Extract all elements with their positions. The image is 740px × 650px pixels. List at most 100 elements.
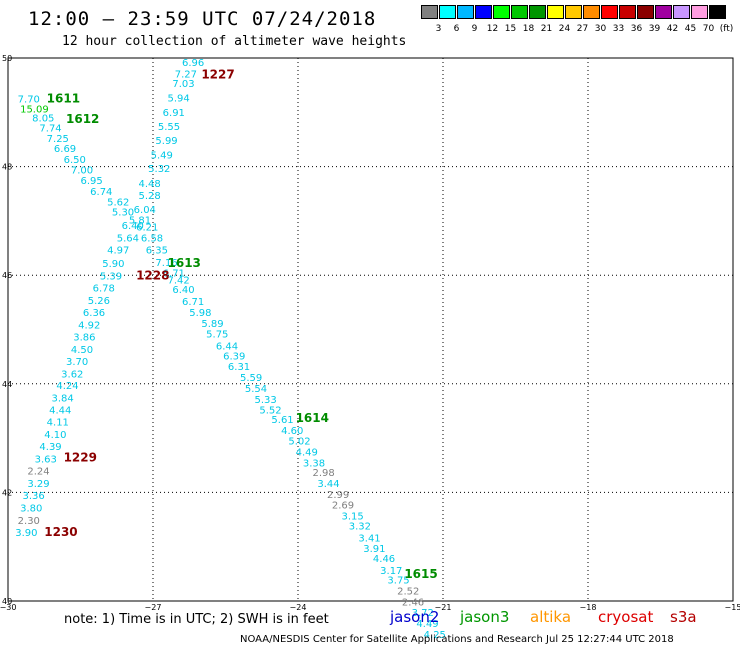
wave-height-value: 4.50 bbox=[71, 345, 93, 356]
wave-height-value: 5.32 bbox=[148, 164, 170, 175]
wave-height-value: 7.25 bbox=[47, 134, 69, 145]
wave-height-value: 5.33 bbox=[255, 395, 277, 406]
wave-height-value: 3.41 bbox=[358, 533, 380, 544]
wave-height-value: 3.44 bbox=[317, 479, 339, 490]
wave-height-value: 2.52 bbox=[397, 586, 419, 597]
color-swatch bbox=[493, 5, 510, 19]
wave-height-value: 3.80 bbox=[20, 503, 42, 514]
color-scale-label: 33 bbox=[612, 24, 625, 34]
wave-height-value: 5.62 bbox=[107, 198, 129, 209]
color-swatch bbox=[673, 5, 690, 19]
wave-height-value: 4.92 bbox=[78, 320, 100, 331]
wave-height-value: 5.94 bbox=[168, 93, 190, 104]
longitude-tick-label: −27 bbox=[145, 603, 162, 612]
wave-height-value: 3.86 bbox=[73, 332, 95, 343]
color-scale-label: 18 bbox=[522, 24, 535, 34]
color-swatch bbox=[475, 5, 492, 19]
wave-height-value: 5.30 bbox=[112, 207, 134, 218]
wave-height-value: 3.38 bbox=[303, 458, 325, 469]
wave-height-value: 6.44 bbox=[216, 342, 238, 353]
color-swatch bbox=[439, 5, 456, 19]
latitude-tick-label: 42 bbox=[2, 488, 12, 497]
color-swatch bbox=[619, 5, 636, 19]
wave-height-value: 3.36 bbox=[23, 491, 45, 502]
wave-height-value: 5.75 bbox=[206, 330, 228, 341]
wave-height-value: 3.62 bbox=[61, 369, 83, 380]
wave-height-value: 5.64 bbox=[117, 234, 139, 245]
axis-ticks: −30 −27 −24 −21 −18 −15 50 48 46 44 42 40 bbox=[0, 54, 740, 612]
wave-height-value: 7.00 bbox=[71, 166, 93, 177]
wave-height-value: 4.39 bbox=[39, 442, 61, 453]
pass-number-label: 1615 bbox=[404, 567, 437, 581]
color-scale-label: 36 bbox=[630, 24, 643, 34]
wave-height-value: 5.52 bbox=[259, 406, 281, 417]
longitude-tick-label: −24 bbox=[290, 603, 307, 612]
latitude-tick-label: 48 bbox=[2, 163, 12, 172]
color-scale-label: 9 bbox=[471, 24, 478, 34]
wave-height-value: 6.71 bbox=[163, 268, 185, 279]
wave-height-value: 6.31 bbox=[228, 362, 250, 373]
wave-height-value: 6.40 bbox=[122, 221, 144, 232]
wave-height-value: 5.59 bbox=[240, 373, 262, 384]
longitude-tick-label: −30 bbox=[0, 603, 16, 612]
color-swatch bbox=[457, 5, 474, 19]
wave-height-value: 3.91 bbox=[363, 544, 385, 555]
color-scale-label: 70 bbox=[702, 24, 715, 34]
latitude-tick-label: 46 bbox=[2, 271, 12, 280]
wave-height-value: 5.55 bbox=[158, 122, 180, 133]
wave-height-value: 3.15 bbox=[342, 512, 364, 523]
latitude-tick-label: 50 bbox=[2, 54, 12, 63]
color-scale-label: 12 bbox=[486, 24, 499, 34]
wave-height-value: 2.24 bbox=[27, 466, 49, 477]
wave-height-value: 4.46 bbox=[373, 554, 395, 565]
credit-line: NOAA/NESDIS Center for Satellite Applica… bbox=[240, 634, 674, 645]
color-swatch bbox=[565, 5, 582, 19]
wave-height-value: 15.09 bbox=[20, 104, 49, 115]
color-scale-label: 27 bbox=[576, 24, 589, 34]
satellite-legend-altika: altika bbox=[530, 608, 572, 626]
wave-height-value: 4.60 bbox=[281, 426, 303, 437]
wave-height-value: 4.10 bbox=[44, 430, 66, 441]
color-swatch bbox=[547, 5, 564, 19]
longitude-tick-label: −21 bbox=[435, 603, 452, 612]
wave-height-value: 5.98 bbox=[189, 308, 211, 319]
color-swatch bbox=[421, 5, 438, 19]
color-scale-label: 30 bbox=[594, 24, 607, 34]
pass-number-label: 1613 bbox=[168, 256, 201, 270]
wave-height-value: 4.49 bbox=[416, 619, 438, 630]
wave-height-value: 3.84 bbox=[52, 394, 74, 405]
wave-height-value: 3.17 bbox=[380, 566, 402, 577]
wave-height-value: 3.29 bbox=[27, 479, 49, 490]
wave-height-value: 5.99 bbox=[155, 136, 177, 147]
color-scale-label: 21 bbox=[540, 24, 553, 34]
color-swatch bbox=[601, 5, 618, 19]
satellite-legend-cryosat: cryosat bbox=[598, 608, 654, 626]
wave-height-value: 2.30 bbox=[18, 516, 40, 527]
wave-height-value: 3.70 bbox=[66, 357, 88, 368]
pass-number-label: 1227 bbox=[201, 68, 234, 82]
wave-height-value: 3.63 bbox=[35, 455, 57, 466]
graticule bbox=[7, 57, 734, 602]
wave-height-value: 3.32 bbox=[349, 521, 371, 532]
color-scale-label: 15 bbox=[504, 24, 517, 34]
color-scale-label: 3 bbox=[435, 24, 442, 34]
wave-height-value: 5.89 bbox=[201, 319, 223, 330]
color-scale-label: (ft) bbox=[719, 24, 734, 34]
pass-number-label: 1229 bbox=[64, 450, 97, 464]
wave-height-value: 2.99 bbox=[327, 490, 349, 501]
color-scale-label: 6 bbox=[453, 24, 460, 34]
color-swatch bbox=[529, 5, 546, 19]
color-scale-label: 24 bbox=[558, 24, 571, 34]
wave-height-value: 6.96 bbox=[182, 58, 204, 69]
wave-height-value: 4.25 bbox=[424, 630, 446, 641]
wave-height-value: 4.44 bbox=[49, 406, 71, 417]
wave-height-value: 6.71 bbox=[182, 297, 204, 308]
latitude-tick-label: 40 bbox=[2, 597, 12, 606]
color-swatch bbox=[583, 5, 600, 19]
wave-height-value: 6.78 bbox=[93, 283, 115, 294]
color-swatch bbox=[637, 5, 654, 19]
wave-height-value: 6.91 bbox=[163, 108, 185, 119]
wave-height-value: 6.36 bbox=[83, 308, 105, 319]
